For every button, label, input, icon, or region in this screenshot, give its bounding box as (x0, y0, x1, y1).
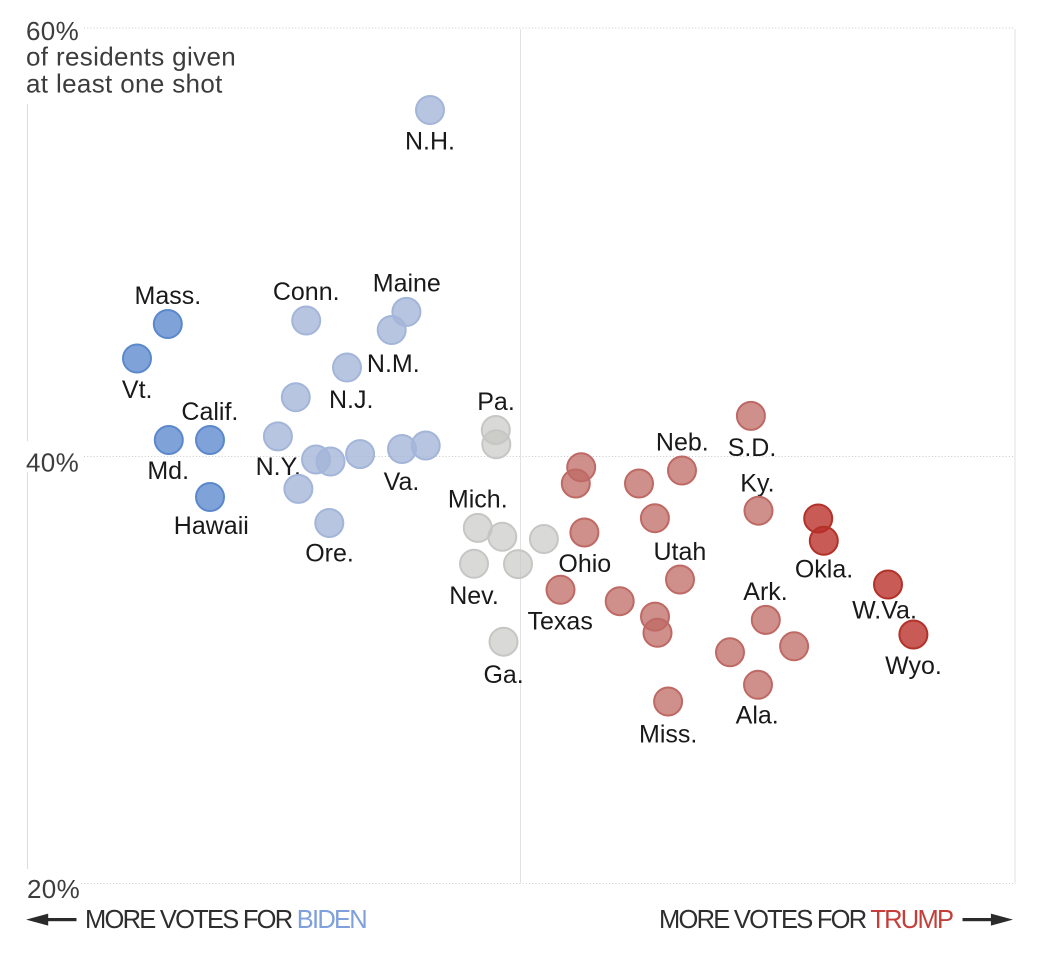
svg-text:Va.: Va. (384, 468, 420, 496)
svg-text:Ohio: Ohio (558, 550, 611, 578)
svg-text:Conn.: Conn. (273, 278, 340, 306)
svg-text:Vt.: Vt. (122, 376, 153, 404)
svg-text:Okla.: Okla. (795, 556, 853, 584)
svg-text:Ga.: Ga. (483, 661, 523, 689)
svg-text:MORE VOTES FOR TRUMP: MORE VOTES FOR TRUMP (659, 906, 953, 934)
svg-text:Hawaii: Hawaii (174, 512, 249, 540)
svg-text:Neb.: Neb. (656, 429, 709, 457)
svg-text:Wyo.: Wyo. (885, 652, 942, 680)
svg-text:N.H.: N.H. (405, 128, 455, 156)
svg-text:Utah: Utah (653, 538, 706, 566)
svg-text:MORE VOTES FOR BIDEN: MORE VOTES FOR BIDEN (85, 906, 366, 934)
svg-text:S.D.: S.D. (728, 434, 777, 462)
svg-text:Ky.: Ky. (740, 470, 774, 498)
svg-text:at least one shot: at least one shot (26, 69, 223, 99)
svg-text:Md.: Md. (147, 457, 189, 485)
svg-text:W.Va.: W.Va. (852, 597, 917, 625)
svg-text:of residents given: of residents given (26, 42, 236, 72)
svg-text:Ala.: Ala. (736, 702, 779, 730)
svg-text:Ore.: Ore. (305, 540, 354, 568)
svg-text:Pa.: Pa. (477, 388, 515, 416)
svg-text:Mich.: Mich. (448, 486, 508, 514)
svg-text:Ark.: Ark. (743, 578, 787, 606)
svg-text:Texas: Texas (528, 608, 593, 636)
svg-text:Mass.: Mass. (135, 282, 202, 310)
svg-text:20%: 20% (27, 874, 80, 904)
svg-text:Nev.: Nev. (449, 582, 499, 610)
svg-text:40%: 40% (26, 447, 79, 477)
svg-text:Maine: Maine (373, 270, 441, 298)
svg-text:N.M.: N.M. (367, 350, 420, 378)
svg-text:60%: 60% (26, 16, 79, 46)
svg-text:Miss.: Miss. (639, 721, 697, 749)
svg-text:N.J.: N.J. (329, 386, 373, 414)
svg-text:Calif.: Calif. (181, 398, 238, 426)
